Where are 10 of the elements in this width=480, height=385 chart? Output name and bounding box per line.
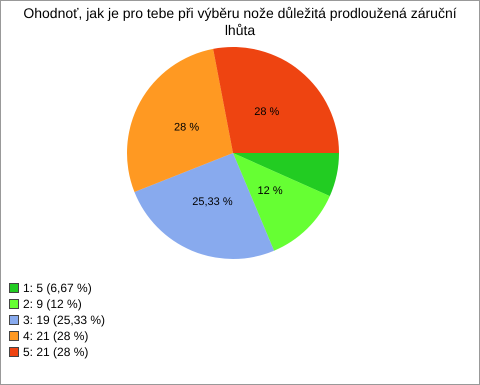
legend-label: 1: 5 (6,67 %): [23, 280, 92, 296]
data-label: 28 %: [254, 106, 280, 118]
data-label: 12 %: [258, 184, 283, 197]
data-label: 25,33 %: [192, 196, 233, 208]
legend-label: 2: 9 (12 %): [23, 296, 82, 312]
chart-title: Ohodnoť, jak je pro tebe při výběru nože důležitá prodloužená záruční lhůta: [22, 4, 458, 39]
data-label: 28 %: [174, 122, 200, 134]
legend-label: 3: 19 (25,33 %): [23, 312, 106, 328]
legend-label: 4: 21 (28 %): [23, 328, 88, 344]
legend-label: 5: 21 (28 %): [23, 344, 88, 360]
